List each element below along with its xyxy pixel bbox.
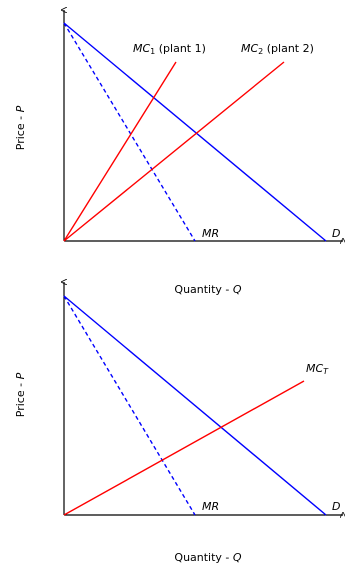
- top-mc2-label: MC2 (plant 2): [241, 42, 314, 56]
- top-mc2-curve: [63, 61, 285, 242]
- bottom-demand-label: D: [332, 500, 340, 513]
- bottom-mct-label: MCT: [306, 362, 329, 376]
- top-marginal-revenue-curve: [63, 22, 196, 242]
- top-mc1-curve: [63, 61, 177, 242]
- bottom-x-axis-label: Quantity - Q: [174, 551, 242, 564]
- top-mr-label: MR: [202, 227, 219, 240]
- top-mc1-label: MC1 (plant 1): [133, 42, 206, 56]
- top-x-axis-label: Quantity - Q: [174, 283, 242, 296]
- bottom-mr-label: MR: [202, 500, 219, 513]
- bottom-mct-curve: [63, 380, 305, 516]
- bottom-marginal-revenue-curve: [63, 295, 196, 516]
- bottom-panel: Price - P Quantity - Q MCT MR D: [14, 282, 343, 564]
- top-demand-curve: [63, 22, 327, 242]
- top-demand-label: D: [332, 227, 340, 240]
- bottom-y-axis-label: Price - P: [14, 372, 27, 417]
- top-y-axis-label: Price - P: [14, 105, 27, 150]
- bottom-demand-curve: [63, 295, 327, 516]
- top-panel: Price - P Quantity - Q MC1 (plant 1) MC2…: [14, 10, 343, 296]
